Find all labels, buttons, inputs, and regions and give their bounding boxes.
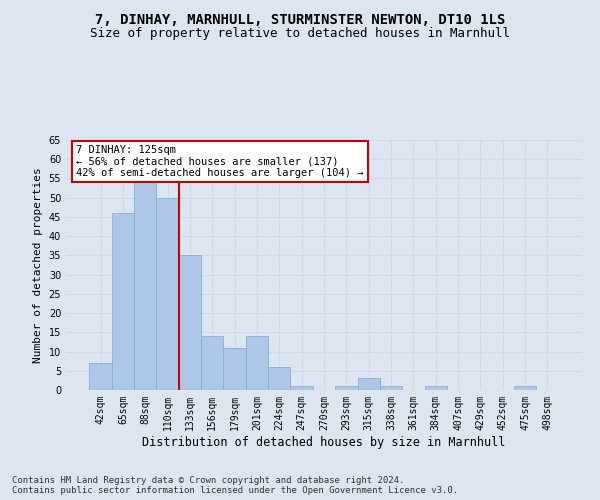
Bar <box>425 386 447 390</box>
Bar <box>157 198 179 390</box>
Text: 7 DINHAY: 125sqm
← 56% of detached houses are smaller (137)
42% of semi-detached: 7 DINHAY: 125sqm ← 56% of detached house… <box>76 145 364 178</box>
X-axis label: Distribution of detached houses by size in Marnhull: Distribution of detached houses by size … <box>142 436 506 448</box>
Bar <box>134 182 157 390</box>
Bar <box>358 378 380 390</box>
Bar <box>514 386 536 390</box>
Bar <box>246 336 268 390</box>
Bar <box>268 367 290 390</box>
Text: 7, DINHAY, MARNHULL, STURMINSTER NEWTON, DT10 1LS: 7, DINHAY, MARNHULL, STURMINSTER NEWTON,… <box>95 12 505 26</box>
Bar <box>223 348 246 390</box>
Bar <box>112 213 134 390</box>
Bar <box>380 386 402 390</box>
Bar <box>89 363 112 390</box>
Y-axis label: Number of detached properties: Number of detached properties <box>33 167 43 363</box>
Text: Contains HM Land Registry data © Crown copyright and database right 2024.
Contai: Contains HM Land Registry data © Crown c… <box>12 476 458 495</box>
Text: Size of property relative to detached houses in Marnhull: Size of property relative to detached ho… <box>90 28 510 40</box>
Bar <box>179 256 201 390</box>
Bar <box>290 386 313 390</box>
Bar <box>201 336 223 390</box>
Bar <box>335 386 358 390</box>
